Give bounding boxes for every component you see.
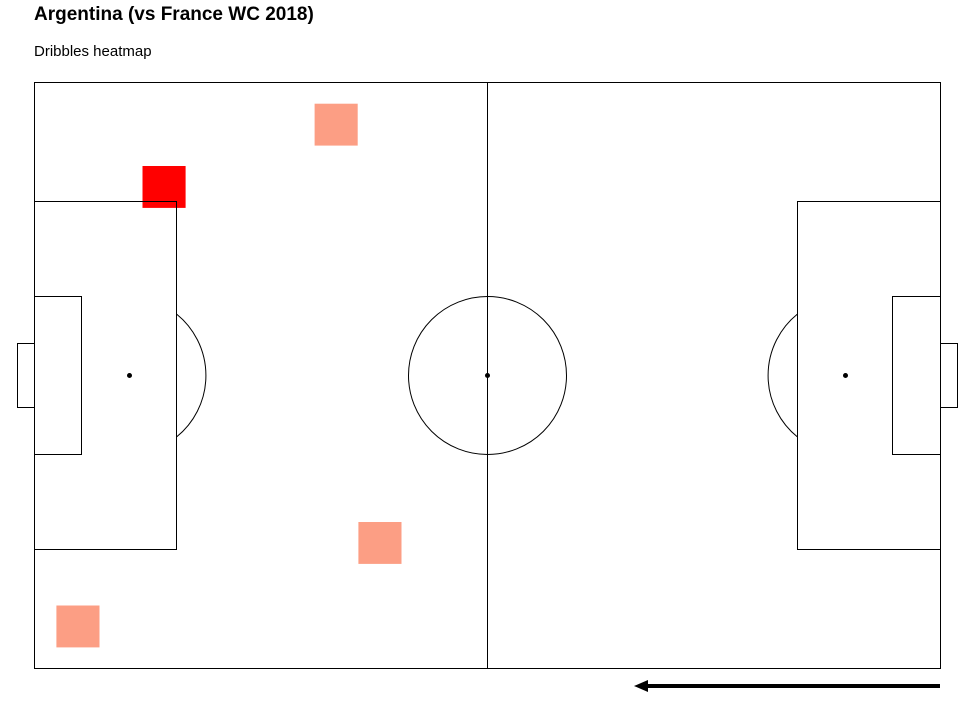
center-spot [485,373,490,378]
attack-direction-arrow [634,680,940,692]
left-penalty-arc [176,313,207,438]
arrow-head [634,680,648,692]
heatmap-bins [56,103,402,648]
heatmap-bin-3 [56,605,100,648]
left-six-yard-box [34,296,82,455]
left-penalty-spot [127,373,132,378]
heatmap-bin-1 [314,103,358,146]
chart-title: Argentina (vs France WC 2018) [34,4,314,25]
pitch-lines [17,82,958,669]
right-penalty-arc [767,313,798,438]
heatmap-bin-0 [142,166,186,208]
right-six-yard-box [892,296,941,455]
left-goal [17,343,35,408]
right-penalty-spot [843,373,848,378]
left-penalty-area [34,201,177,550]
right-penalty-area [797,201,941,550]
center-circle [408,296,567,455]
chart-subtitle: Dribbles heatmap [34,43,152,60]
heatmap-bin-2 [358,522,402,564]
right-goal [940,343,958,408]
